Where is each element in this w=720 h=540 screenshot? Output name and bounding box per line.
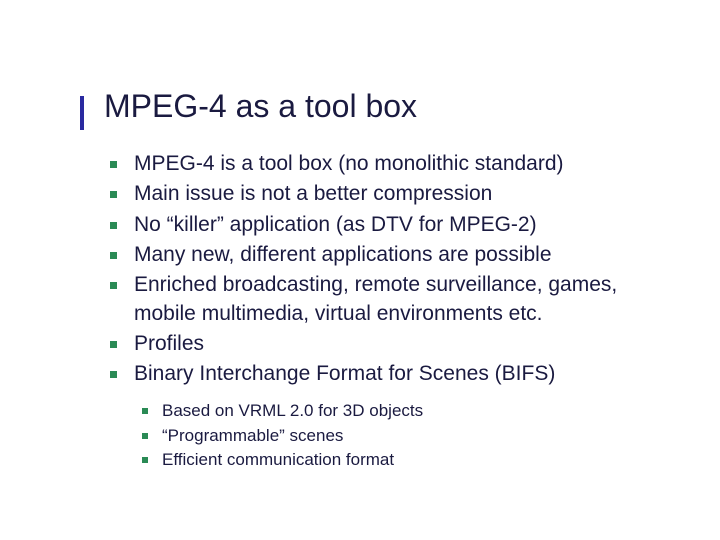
- sub-bullet-item: “Programmable” scenes: [134, 424, 660, 448]
- slide: MPEG-4 as a tool box MPEG-4 is a tool bo…: [0, 0, 720, 540]
- bullet-item: MPEG-4 is a tool box (no monolithic stan…: [100, 150, 660, 178]
- sub-bullet-text: “Programmable” scenes: [162, 426, 343, 445]
- title-wrap: MPEG-4 as a tool box: [104, 88, 417, 125]
- bullet-text: Binary Interchange Format for Scenes (BI…: [134, 362, 555, 385]
- sub-bullet-text: Efficient communication format: [162, 450, 394, 469]
- bullet-text: Main issue is not a better compression: [134, 182, 492, 205]
- bullet-text: Profiles: [134, 332, 204, 355]
- bullet-item: Main issue is not a better compression: [100, 180, 660, 208]
- bullet-item: No “killer” application (as DTV for MPEG…: [100, 211, 660, 239]
- bullet-list: MPEG-4 is a tool box (no monolithic stan…: [100, 150, 660, 389]
- bullet-item: Binary Interchange Format for Scenes (BI…: [100, 360, 660, 388]
- sub-bullet-text: Based on VRML 2.0 for 3D objects: [162, 401, 423, 420]
- sub-bullet-list: Based on VRML 2.0 for 3D objects “Progra…: [100, 399, 660, 472]
- bullet-text: MPEG-4 is a tool box (no monolithic stan…: [134, 152, 564, 175]
- bullet-item: Many new, different applications are pos…: [100, 241, 660, 269]
- bullet-text: No “killer” application (as DTV for MPEG…: [134, 213, 537, 236]
- bullet-text: Many new, different applications are pos…: [134, 243, 552, 266]
- slide-title: MPEG-4 as a tool box: [104, 88, 417, 125]
- sub-bullet-item: Based on VRML 2.0 for 3D objects: [134, 399, 660, 423]
- bullet-text: Enriched broadcasting, remote surveillan…: [134, 273, 617, 324]
- bullet-item: Enriched broadcasting, remote surveillan…: [100, 271, 660, 328]
- slide-body: MPEG-4 is a tool box (no monolithic stan…: [100, 150, 660, 473]
- bullet-item: Profiles: [100, 330, 660, 358]
- title-accent-bar: [80, 96, 84, 130]
- sub-bullet-item: Efficient communication format: [134, 448, 660, 472]
